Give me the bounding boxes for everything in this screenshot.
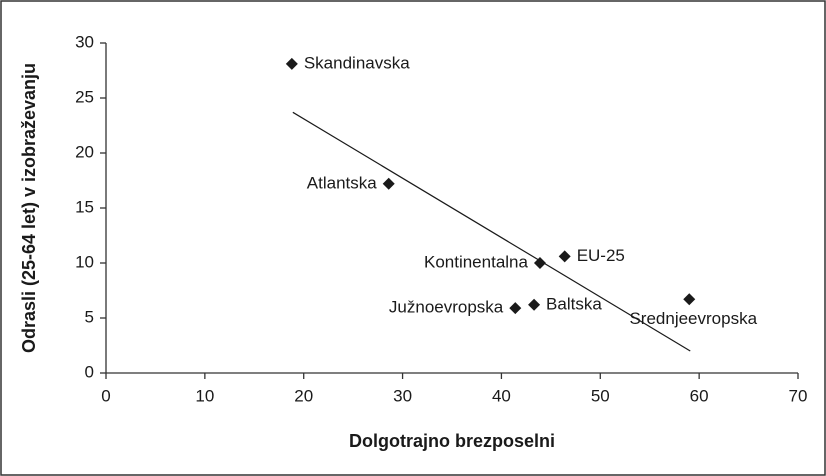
point-label: Južnoevropska <box>389 298 504 317</box>
point-label: EU-25 <box>577 246 625 265</box>
y-tick-label: 25 <box>75 87 94 106</box>
y-axis-title: Odrasli (25-64 let) v izobraževanju <box>19 63 39 353</box>
x-tick-label: 0 <box>101 386 110 405</box>
x-axis-title: Dolgotrajno brezposelni <box>349 431 555 451</box>
point <box>509 302 522 315</box>
x-tick-label: 20 <box>294 386 313 405</box>
y-tick-label: 0 <box>85 362 94 381</box>
x-tick-label: 50 <box>591 386 610 405</box>
point-label: Kontinentalna <box>424 252 529 271</box>
y-tick-label: 15 <box>75 197 94 216</box>
point-label: Skandinavska <box>304 53 410 72</box>
x-tick-label: 30 <box>393 386 412 405</box>
y-tick-label: 10 <box>75 252 94 271</box>
point-label: Atlantska <box>307 173 377 192</box>
point <box>382 177 395 190</box>
y-tick-label: 30 <box>75 32 94 51</box>
point-label: Baltska <box>546 294 602 313</box>
x-tick-label: 40 <box>492 386 511 405</box>
x-tick-label: 70 <box>789 386 808 405</box>
x-tick-label: 10 <box>195 386 214 405</box>
y-tick-label: 5 <box>85 307 94 326</box>
point <box>528 298 541 311</box>
point <box>558 250 571 263</box>
y-tick-label: 20 <box>75 142 94 161</box>
point <box>533 257 546 269</box>
x-tick-label: 60 <box>690 386 709 405</box>
point <box>683 293 696 306</box>
point <box>285 57 298 70</box>
trend-line <box>292 111 691 352</box>
point-label: Srednjeevropska <box>629 309 757 328</box>
